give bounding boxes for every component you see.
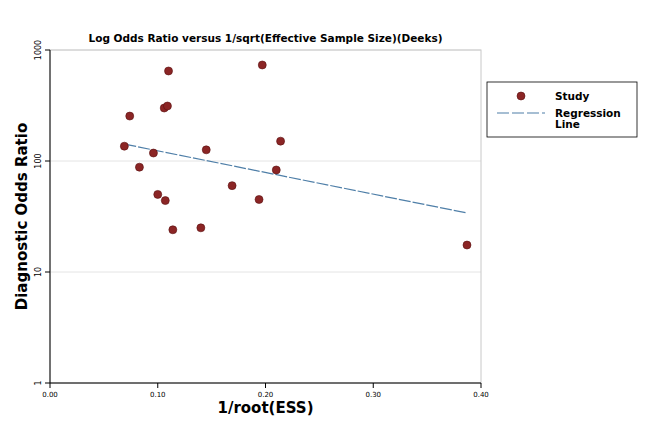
- legend-label: Study: [555, 90, 590, 102]
- study-point: [120, 142, 128, 150]
- study-point: [228, 182, 236, 190]
- x-tick: [373, 383, 374, 388]
- study-point: [149, 149, 157, 157]
- study-point: [126, 112, 134, 120]
- legend-line: [497, 112, 545, 113]
- y-tick-label: 1: [34, 380, 43, 385]
- x-tick: [157, 383, 158, 388]
- y-tick: [45, 383, 50, 384]
- x-tick-label: 0.00: [42, 391, 58, 399]
- grid-line: [50, 161, 481, 162]
- study-point: [255, 195, 263, 203]
- x-tick-label: 0.40: [473, 391, 489, 399]
- study-point: [197, 224, 205, 232]
- x-tick-label: 0.20: [258, 391, 274, 399]
- study-point: [154, 190, 162, 198]
- legend-label-part: Line: [555, 118, 580, 130]
- study-point: [272, 166, 280, 174]
- x-tick: [481, 383, 482, 388]
- legend-marker: [517, 92, 525, 100]
- study-point: [463, 241, 471, 249]
- x-tick: [265, 383, 266, 388]
- x-tick-label: 0.30: [365, 391, 381, 399]
- study-point: [277, 137, 285, 145]
- chart: 1 10 100 1000 0.00 0.10 0.20 0.30 0.40 Log Odds R…: [0, 0, 650, 433]
- plot-frame: [50, 50, 481, 383]
- grid-line: [50, 272, 481, 273]
- y-tick-label: 10: [34, 267, 43, 277]
- title: Log Odds Ratio versus 1/sqrt(Effective S…: [88, 32, 442, 44]
- regression-line: [124, 144, 467, 213]
- y-axis: [50, 50, 51, 383]
- y-tick-label: 1000: [34, 40, 43, 60]
- study-point: [165, 67, 173, 75]
- study-point: [202, 146, 210, 154]
- y-tick: [45, 50, 50, 51]
- x-axis-label: 1/root(ESS): [218, 399, 314, 417]
- y-tick-label: 100: [34, 153, 43, 168]
- x-tick: [50, 383, 51, 388]
- legend-box: [487, 82, 637, 137]
- study-point: [169, 226, 177, 234]
- plot-area: [120, 61, 471, 249]
- study-point: [135, 163, 143, 171]
- background: [0, 0, 650, 433]
- y-tick: [45, 272, 50, 273]
- study-point: [163, 102, 171, 110]
- y-tick: [45, 161, 50, 162]
- study-point: [258, 61, 266, 69]
- study-point: [161, 197, 169, 205]
- y-axis-label: Diagnostic Odds Ratio: [13, 123, 31, 310]
- x-tick-label: 0.10: [150, 391, 166, 399]
- legend-label: Regression Line: [555, 107, 624, 130]
